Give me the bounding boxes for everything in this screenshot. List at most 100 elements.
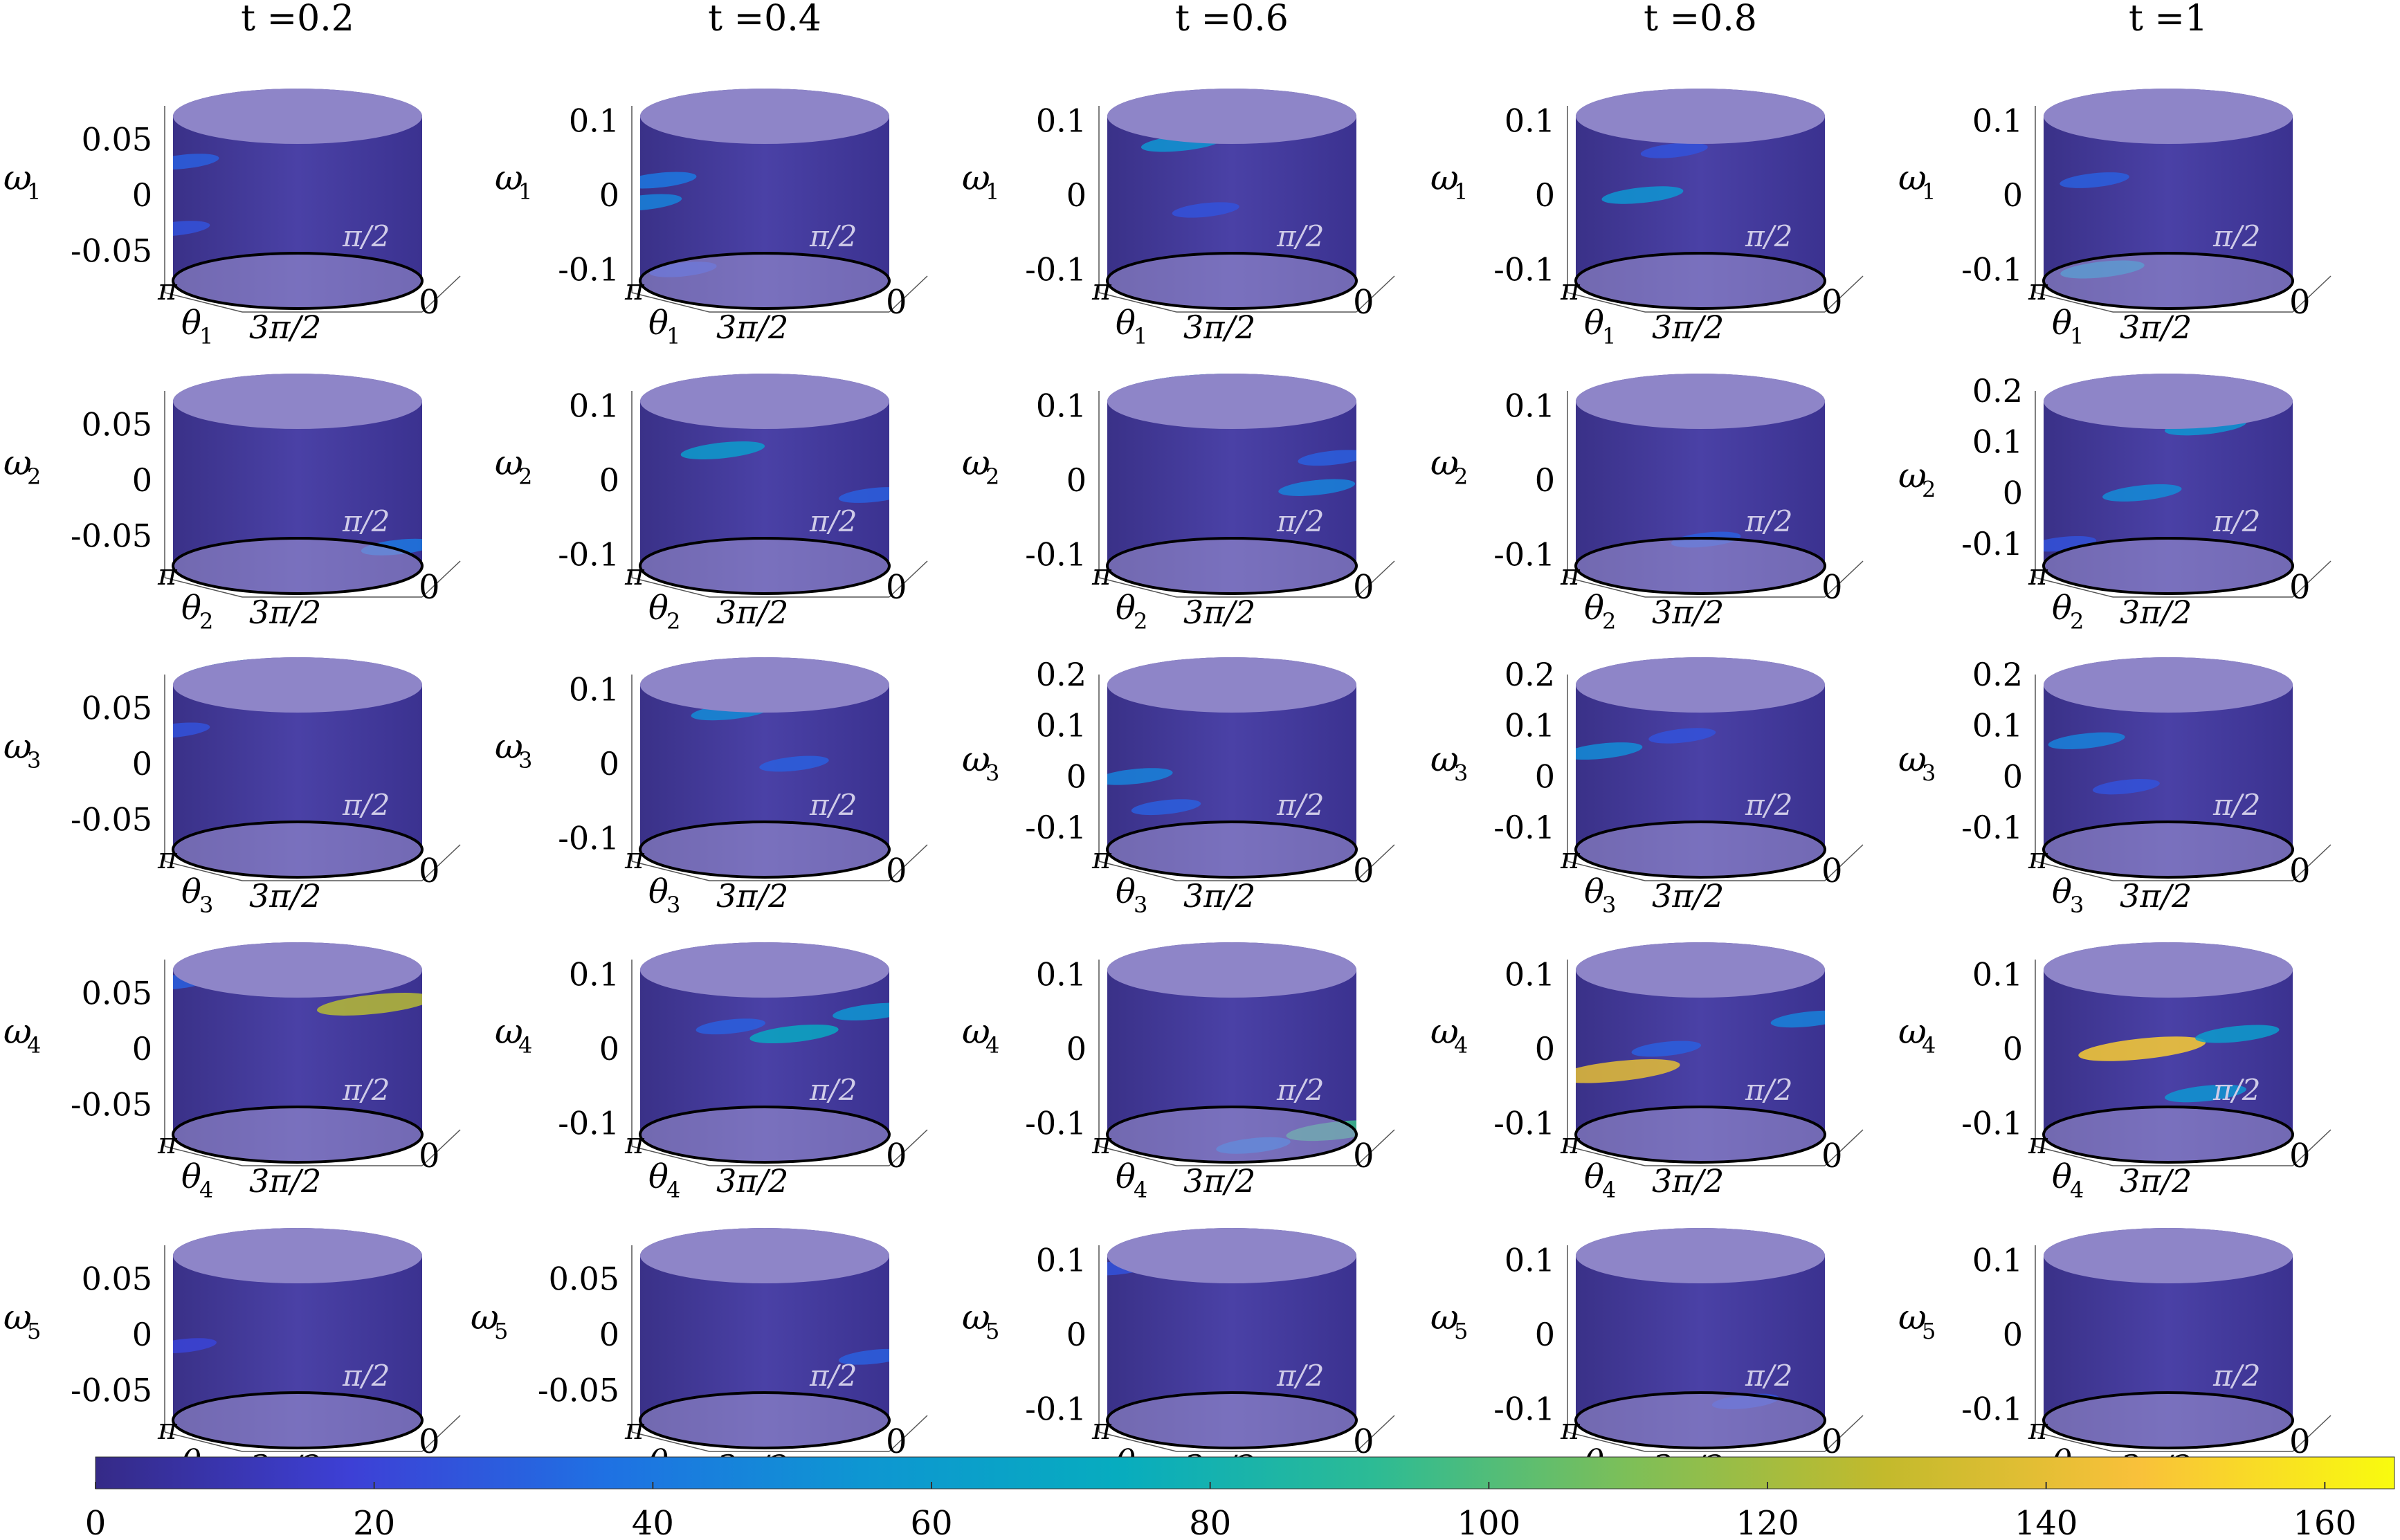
omega-axis-label: ω (495, 443, 523, 483)
theta-axis-line (889, 1129, 928, 1166)
theta-axis-line (1824, 1415, 1864, 1452)
theta-tick-3pi2: 3π/2 (2120, 877, 2192, 915)
density-blob (1640, 143, 1708, 158)
omega-tick-label: 0.1 (1972, 707, 2023, 744)
omega-axis-label: ω (3, 443, 32, 483)
omega-tick-label: 0 (132, 1030, 152, 1067)
omega-axis-label: ω (962, 1011, 990, 1052)
omega-tick-label: -0.1 (1961, 1105, 2023, 1142)
omega-axis-subscript: 5 (1922, 1318, 1936, 1344)
theta-axis-subscript: 3 (2070, 892, 2084, 918)
omega-axis-subscript: 2 (985, 464, 999, 490)
omega-tick-label: -0.1 (1493, 251, 1555, 288)
theta-tick-3pi2: 3π/2 (1652, 1162, 1724, 1200)
omega-tick-label: -0.1 (1493, 1391, 1555, 1428)
cylinder-top (2044, 942, 2293, 998)
cylinder-top (2044, 89, 2293, 144)
surface-density (1601, 143, 1708, 204)
omega-tick-label: 0 (2003, 1316, 2023, 1353)
theta-tick-pi2: π/2 (1745, 1073, 1792, 1107)
omega-tick-label: 0 (599, 461, 619, 499)
theta-tick-0: 0 (1821, 1137, 1843, 1175)
theta-axis-line (1824, 560, 1864, 598)
omega-tick-label: 0 (1066, 176, 1087, 214)
theta-axis-label: θ (648, 1157, 669, 1196)
omega-tick-label: -0.1 (1025, 1105, 1087, 1142)
theta-axis-line (2292, 844, 2331, 881)
theta-tick-pi: π (1091, 1412, 1112, 1446)
theta-axis-line (421, 1415, 461, 1452)
omega-axis-subscript: 4 (1454, 1032, 1468, 1058)
theta-axis-subscript: 4 (2070, 1177, 2084, 1203)
theta-axis-line (631, 292, 710, 313)
theta-axis-line (1098, 1431, 1177, 1452)
cylinder-panel: 0.050-0.05ω5π3π/20π/2θ5 (471, 1228, 928, 1489)
omega-tick-label: -0.1 (558, 1105, 619, 1142)
omega-tick-label: 0.1 (1504, 387, 1555, 425)
theta-tick-pi2: π/2 (342, 788, 390, 822)
omega-tick-label: 0 (1535, 461, 1555, 499)
surface-density (2048, 732, 2160, 795)
theta-axis-line (1356, 844, 1395, 881)
omega-axis-subscript: 2 (518, 464, 532, 490)
omega-axis-subscript: 1 (1922, 178, 1936, 205)
density-blob (1631, 1041, 1702, 1057)
omega-tick-label: 0 (599, 1316, 619, 1353)
theta-axis-subscript: 3 (1134, 892, 1147, 918)
theta-tick-pi: π (1560, 558, 1581, 592)
theta-tick-0: 0 (1353, 1137, 1374, 1175)
density-blob (2102, 484, 2182, 502)
cylinder-bottom (1106, 537, 1358, 595)
theta-tick-0: 0 (1353, 1422, 1374, 1461)
omega-axis-label: ω (1898, 1297, 1927, 1337)
density-blob (1576, 742, 1643, 760)
omega-axis-subscript: 4 (518, 1032, 532, 1058)
theta-tick-0: 0 (419, 1137, 440, 1175)
theta-tick-0: 0 (1821, 283, 1843, 322)
theta-tick-3pi2: 3π/2 (716, 594, 788, 631)
theta-axis-line (2035, 577, 2113, 598)
omega-tick-label: 0 (599, 745, 619, 782)
cylinder-top (173, 942, 422, 998)
density-blob (2048, 732, 2125, 750)
theta-tick-pi: π (2028, 1126, 2048, 1160)
theta-tick-0: 0 (419, 1422, 440, 1461)
omega-axis-label: ω (1898, 739, 1927, 779)
theta-axis-label: θ (1584, 304, 1604, 342)
density-blob (2195, 1025, 2280, 1043)
omega-axis-subscript: 3 (985, 760, 999, 786)
cylinder-side-surface (1107, 1228, 1356, 1448)
theta-axis-line (2035, 1146, 2113, 1166)
theta-axis-line (1567, 1431, 1646, 1452)
cylinder-top (640, 1228, 889, 1283)
omega-axis-subscript: 4 (1922, 1032, 1936, 1058)
cylinder-side-surface (640, 374, 889, 594)
theta-tick-pi2: π/2 (809, 1359, 857, 1393)
theta-axis-label: θ (648, 304, 669, 342)
colorbar-tick-label: 0 (85, 1504, 107, 1540)
theta-tick-3pi2: 3π/2 (2120, 1162, 2192, 1200)
omega-tick-label: 0.05 (549, 1260, 619, 1297)
omega-tick-label: 0 (2003, 1030, 2023, 1067)
cylinder-panel: 0.10-0.1ω5π3π/20π/2θ5 (962, 1228, 1395, 1489)
omega-axis-subscript: 3 (1922, 760, 1936, 786)
theta-axis-label: θ (181, 1157, 201, 1196)
cylinder-side-surface (640, 89, 889, 309)
omega-tick-label: 0.2 (1972, 656, 2023, 693)
theta-axis-label: θ (1584, 1157, 1604, 1196)
omega-tick-label: 0.05 (82, 689, 152, 726)
cylinder-top (173, 1228, 422, 1283)
cylinder-bottom (1574, 252, 1826, 310)
theta-axis-subscript: 1 (2070, 323, 2084, 349)
omega-tick-label: 0.1 (1972, 102, 2023, 140)
omega-tick-label: 0 (1535, 176, 1555, 214)
omega-axis-label: ω (3, 1297, 32, 1337)
theta-tick-pi: π (1560, 273, 1581, 306)
theta-axis-line (2035, 292, 2113, 313)
theta-tick-pi2: π/2 (1276, 788, 1324, 822)
omega-tick-label: 0.1 (1036, 102, 1087, 140)
theta-axis-label: θ (2052, 872, 2072, 911)
omega-tick-label: 0 (1535, 758, 1555, 795)
surface-density (173, 1338, 217, 1354)
